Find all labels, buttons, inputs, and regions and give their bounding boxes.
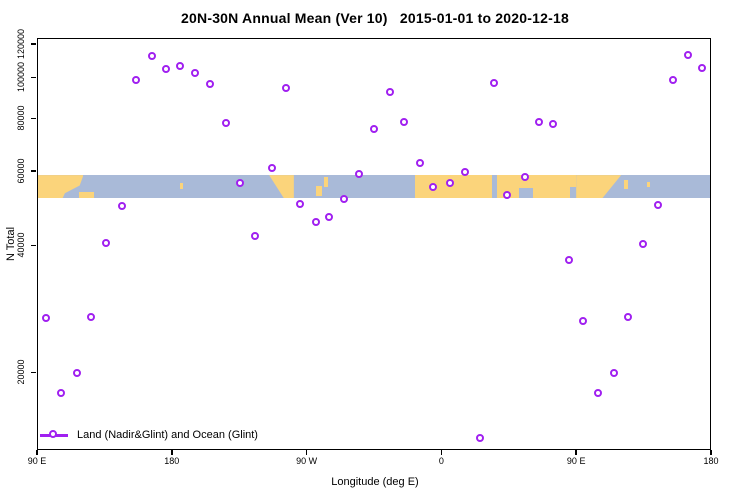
- data-point: [445, 179, 454, 188]
- data-point: [206, 79, 215, 88]
- legend: Land (Nadir&Glint) and Ocean (Glint): [40, 429, 258, 441]
- plot-area: [37, 38, 711, 450]
- land-segment: [415, 175, 493, 199]
- land-segment: [576, 175, 622, 199]
- data-point: [56, 388, 65, 397]
- data-point: [311, 217, 320, 226]
- data-point: [162, 64, 171, 73]
- x-tick-label: 90 E: [27, 456, 47, 466]
- data-point: [340, 195, 349, 204]
- y-tick-label: 120000: [16, 28, 26, 60]
- x-tick-label: 0: [438, 456, 444, 466]
- x-tick: [171, 450, 173, 455]
- y-tick-label: 60000: [16, 158, 26, 184]
- data-point: [593, 388, 602, 397]
- data-point: [579, 316, 588, 325]
- latitude-band-map: [37, 175, 711, 199]
- data-point: [295, 200, 304, 209]
- data-point: [147, 51, 156, 60]
- land-segment: [532, 175, 571, 199]
- data-point: [668, 76, 677, 85]
- legend-label: Land (Nadir&Glint) and Ocean (Glint): [77, 429, 258, 441]
- land-segment: [323, 177, 328, 187]
- land-segment: [496, 175, 519, 199]
- data-point: [503, 190, 511, 199]
- data-point: [102, 238, 111, 247]
- x-axis-title: Longitude (deg E): [331, 476, 419, 488]
- data-point: [268, 164, 277, 173]
- x-tick: [710, 450, 712, 455]
- data-point: [416, 158, 425, 167]
- data-point: [87, 312, 96, 321]
- y-tick-label: 80000: [16, 105, 26, 131]
- data-point: [325, 213, 334, 222]
- data-point: [132, 76, 140, 85]
- data-point: [460, 168, 469, 177]
- data-point: [281, 83, 290, 92]
- y-tick-label: 20000: [16, 359, 26, 385]
- land-segment: [37, 175, 84, 199]
- land-segment: [180, 183, 184, 190]
- data-point: [354, 169, 363, 178]
- data-point: [191, 68, 200, 77]
- data-point: [476, 433, 485, 442]
- land-segment: [78, 191, 94, 199]
- x-tick: [305, 450, 308, 455]
- land-segment: [570, 175, 577, 187]
- y-tick-label: 40000: [16, 232, 26, 258]
- x-tick-label: 180: [164, 456, 180, 466]
- y-tick: [31, 244, 36, 247]
- data-point: [564, 256, 573, 265]
- data-point: [72, 369, 81, 378]
- data-point: [548, 119, 557, 128]
- chart-title: 20N-30N Annual Mean (Ver 10) 2015-01-01 …: [181, 10, 569, 26]
- data-point: [698, 64, 706, 73]
- data-point: [41, 314, 50, 323]
- data-point: [520, 172, 529, 181]
- data-point: [117, 201, 126, 210]
- legend-marker-icon: [40, 430, 68, 441]
- y-tick: [31, 170, 36, 172]
- land-segment: [315, 185, 322, 197]
- x-tick: [440, 450, 443, 455]
- x-tick-label: 90 E: [566, 456, 586, 466]
- x-tick: [575, 450, 577, 455]
- land-segment: [269, 175, 294, 199]
- data-point: [429, 183, 437, 192]
- land-segment: [624, 179, 628, 190]
- data-point: [400, 118, 409, 127]
- data-point: [654, 201, 663, 210]
- y-tick: [31, 43, 36, 45]
- y-tick: [31, 117, 36, 120]
- y-tick: [31, 76, 36, 79]
- data-point: [251, 231, 260, 240]
- data-point: [386, 87, 395, 96]
- data-point: [535, 118, 544, 127]
- data-point: [639, 240, 648, 249]
- land-segment: [646, 182, 650, 187]
- data-point: [624, 312, 633, 321]
- data-point: [683, 51, 692, 60]
- y-tick: [31, 371, 36, 374]
- data-point: [222, 118, 231, 127]
- data-point: [369, 124, 378, 133]
- data-point: [489, 79, 498, 87]
- y-tick-label: 100000: [16, 62, 26, 93]
- legend-circle-icon: [49, 430, 57, 438]
- x-tick: [36, 450, 38, 455]
- data-point: [176, 61, 185, 70]
- data-point: [609, 369, 618, 378]
- data-point: [235, 179, 244, 188]
- x-tick-label: 180: [703, 456, 719, 466]
- x-tick-label: 90 W: [296, 456, 318, 466]
